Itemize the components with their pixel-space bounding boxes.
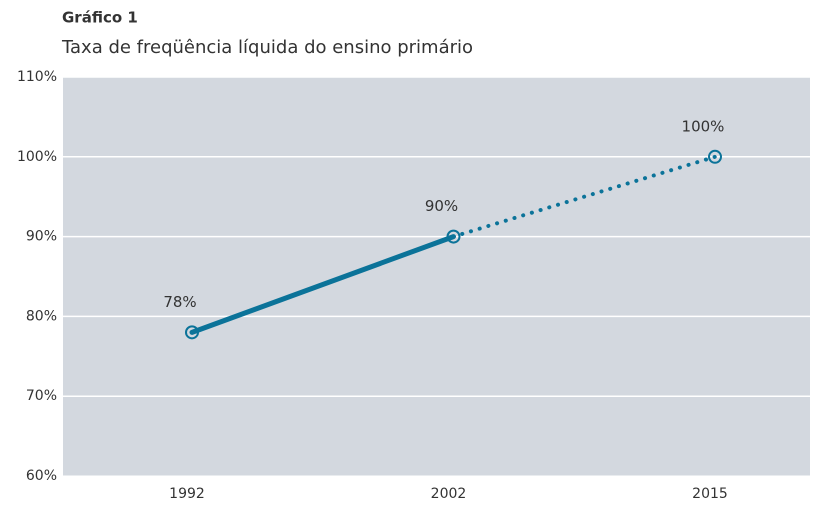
- data-label: 90%: [425, 197, 458, 215]
- y-tick-label: 70%: [26, 388, 57, 404]
- data-label: 100%: [682, 117, 725, 135]
- y-tick-label: 80%: [26, 308, 57, 324]
- y-tick-label: 110%: [17, 69, 57, 85]
- line-segment: [189, 234, 456, 335]
- data-label: 78%: [163, 293, 196, 311]
- y-tick-label: 60%: [26, 468, 57, 484]
- x-tick-label: 2002: [431, 486, 467, 502]
- x-tick-label: 1992: [169, 486, 205, 502]
- marker: [446, 229, 461, 244]
- line-segment: [451, 154, 717, 239]
- marker: [185, 325, 199, 340]
- y-tick-label: 100%: [17, 149, 57, 165]
- marker: [708, 149, 722, 164]
- chart-subtitle: Taxa de freqüência líquida do ensino pri…: [61, 37, 473, 58]
- y-tick-label: 90%: [26, 229, 57, 245]
- chart-title: Gráfico 1: [62, 9, 138, 27]
- plot-area: [63, 77, 810, 476]
- x-tick-label: 2015: [692, 486, 728, 502]
